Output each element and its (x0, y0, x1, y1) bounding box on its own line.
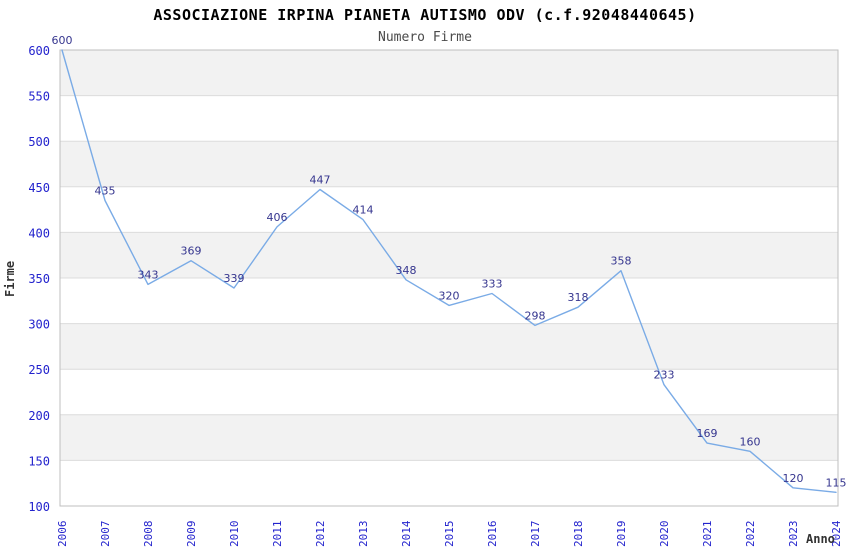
point-label: 435 (95, 184, 116, 197)
point-label: 333 (482, 278, 503, 291)
plot-band (60, 50, 838, 96)
point-label: 233 (654, 369, 675, 382)
point-labels: 600 435 343 369 339 406 447 414 348 320 333 298 318 3… (52, 34, 847, 489)
y-tick-label: 550 (28, 90, 50, 104)
x-tick-label: 2016 (486, 521, 499, 548)
point-label: 447 (310, 174, 331, 187)
y-tick-label: 250 (28, 363, 50, 377)
plot-band (60, 141, 838, 187)
chart-subtitle: Numero Firme (378, 30, 472, 45)
x-tick-label: 2014 (400, 520, 413, 547)
y-axis-tick-labels: 100 150 200 250 300 350 400 450 500 550 600 (28, 44, 50, 514)
point-label: 318 (568, 291, 589, 304)
x-tick-label: 2017 (529, 521, 542, 548)
y-tick-label: 450 (28, 181, 50, 195)
point-label: 369 (181, 245, 202, 258)
x-tick-label: 2006 (56, 521, 69, 548)
y-tick-label: 400 (28, 226, 50, 240)
plot-bands (60, 50, 838, 461)
point-label: 414 (353, 204, 374, 217)
chart-title: ASSOCIAZIONE IRPINA PIANETA AUTISMO ODV … (153, 6, 696, 24)
point-label: 406 (267, 211, 288, 224)
x-tick-label: 2023 (787, 521, 800, 548)
x-tick-label: 2011 (271, 521, 284, 548)
point-label: 339 (224, 272, 245, 285)
y-tick-label: 500 (28, 135, 50, 149)
point-label: 358 (611, 255, 632, 268)
x-tick-label: 2015 (443, 521, 456, 548)
x-tick-label: 2019 (615, 521, 628, 548)
point-label: 298 (525, 309, 546, 322)
point-label: 600 (52, 34, 73, 47)
y-tick-label: 300 (28, 318, 50, 332)
point-label: 120 (783, 472, 804, 485)
gridlines (60, 95, 838, 461)
x-tick-label: 2018 (572, 521, 585, 548)
x-tick-label: 2009 (185, 521, 198, 548)
point-label: 169 (697, 427, 718, 440)
y-tick-label: 150 (28, 454, 50, 468)
x-tick-label: 2013 (357, 521, 370, 548)
plot-area-border (59, 49, 839, 507)
y-axis-title: Firme (3, 261, 17, 297)
x-axis-tick-labels: 2006 2007 2008 2009 2010 2011 2012 2013 2014 2015… (56, 520, 843, 547)
plot-band (60, 414, 838, 461)
y-tick-label: 100 (28, 500, 50, 514)
x-tick-label: 2020 (658, 521, 671, 548)
point-label: 115 (826, 476, 847, 489)
x-tick-label: 2022 (744, 521, 757, 548)
point-label: 160 (740, 435, 761, 448)
y-tick-label: 350 (28, 272, 50, 286)
y-tick-label: 600 (28, 44, 50, 58)
x-tick-label: 2007 (99, 521, 112, 548)
x-tick-label: 2010 (228, 521, 241, 548)
y-tick-label: 200 (28, 409, 50, 423)
x-tick-label: 2008 (142, 521, 155, 548)
series-line (61, 49, 837, 493)
plot-band (60, 323, 838, 370)
plot-band (60, 232, 838, 278)
x-tick-label: 2012 (314, 521, 327, 548)
point-label: 348 (396, 264, 417, 277)
point-label: 343 (138, 268, 159, 281)
point-label: 320 (439, 289, 460, 302)
x-tick-label: 2024 (830, 520, 843, 547)
x-axis-title: Anno (806, 532, 835, 546)
x-tick-label: 2021 (701, 521, 714, 548)
